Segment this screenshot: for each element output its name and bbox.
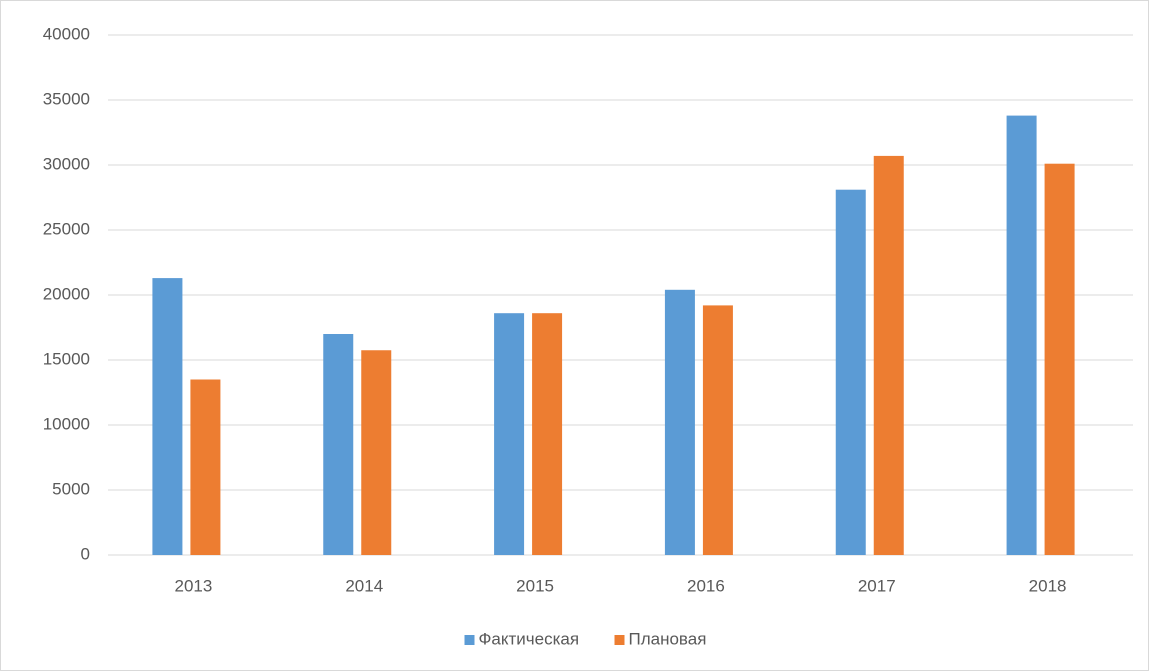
- y-tick-label: 20000: [43, 284, 90, 303]
- y-tick-label: 40000: [43, 24, 90, 43]
- legend-label: Плановая: [629, 629, 707, 648]
- legend-swatch: [614, 635, 625, 645]
- legend-swatch: [464, 635, 475, 645]
- y-tick-label: 15000: [43, 349, 90, 368]
- bar: [873, 155, 904, 555]
- x-tick-label: 2015: [516, 576, 554, 595]
- bar: [835, 189, 866, 555]
- bar: [323, 334, 354, 555]
- x-tick-label: 2016: [687, 576, 725, 595]
- bar: [532, 313, 563, 555]
- y-tick-label: 0: [81, 544, 90, 563]
- x-tick-label: 2014: [345, 576, 383, 595]
- legend-label: Фактическая: [479, 629, 580, 648]
- bar: [1044, 163, 1075, 555]
- bar: [494, 313, 525, 555]
- x-tick-label: 2017: [858, 576, 896, 595]
- bar: [664, 289, 695, 555]
- y-tick-label: 25000: [43, 219, 90, 238]
- y-tick-label: 30000: [43, 154, 90, 173]
- y-tick-label: 10000: [43, 414, 90, 433]
- bar: [190, 379, 221, 555]
- bar: [152, 278, 183, 555]
- x-tick-label: 2013: [175, 576, 213, 595]
- x-tick-label: 2018: [1029, 576, 1067, 595]
- y-tick-label: 5000: [52, 479, 90, 498]
- bar: [1006, 115, 1037, 555]
- y-tick-label: 35000: [43, 89, 90, 108]
- bar: [361, 350, 392, 555]
- bar: [702, 305, 733, 555]
